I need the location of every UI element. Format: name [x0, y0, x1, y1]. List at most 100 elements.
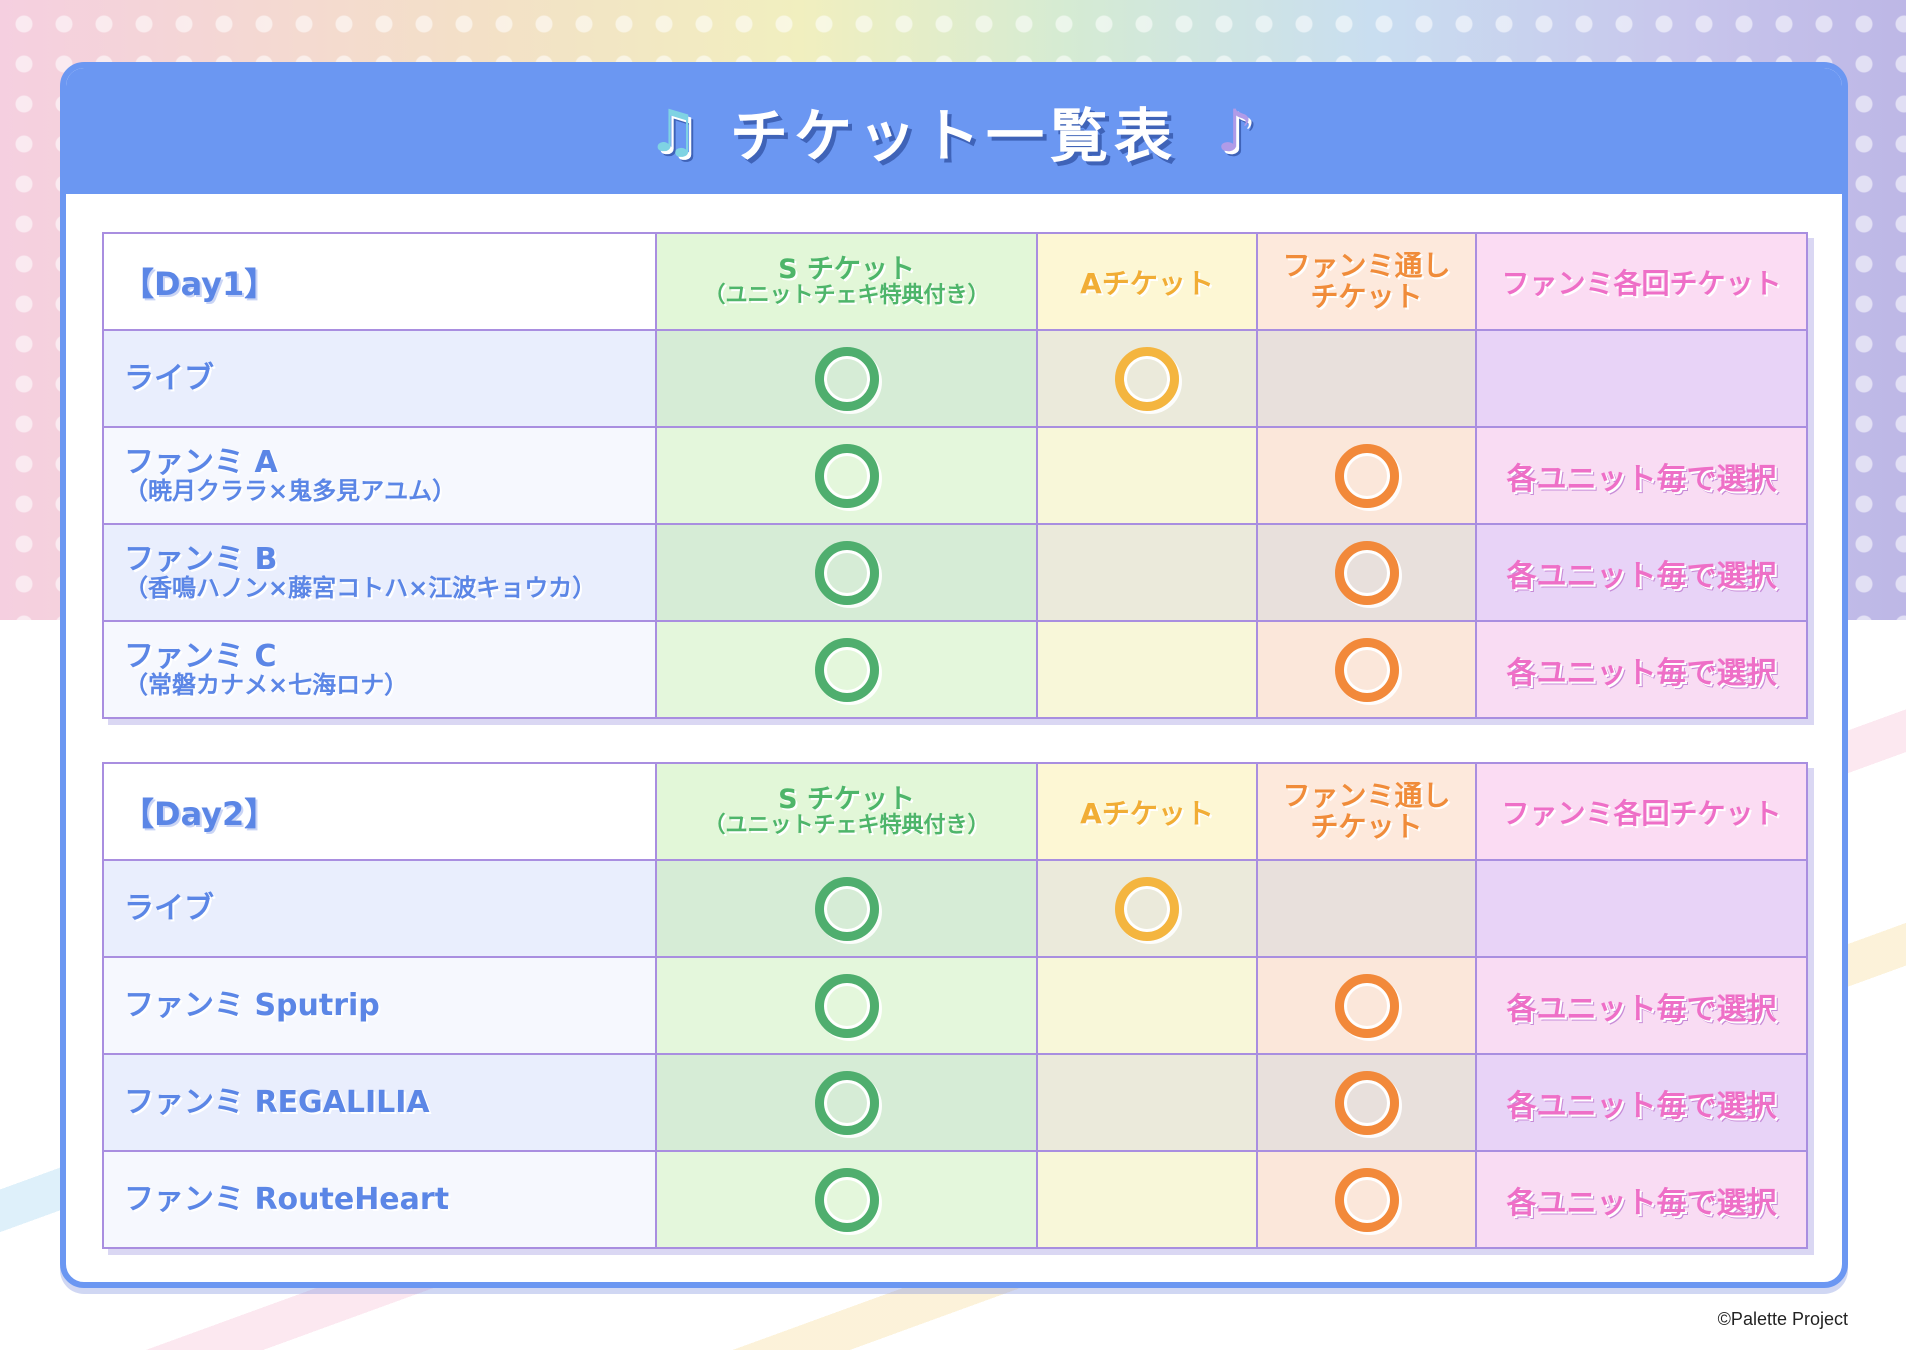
table-header-row: 【Day2】 S チケット （ユニットチェキ特典付き） Aチケット ファンミ通し…	[102, 762, 1808, 861]
fanmeet-each-cell: 各ユニット毎で選択	[1475, 620, 1808, 719]
row-label: ファンミ C （常磐カナメ×七海ロナ）	[102, 620, 657, 719]
header-fanmeet-pass-line2: チケット	[1310, 809, 1423, 843]
table-row: ファンミ Sputrip 各ユニット毎で選択	[102, 956, 1808, 1055]
table-row: ライブ	[102, 859, 1808, 958]
header-s-ticket: S チケット （ユニットチェキ特典付き）	[655, 762, 1038, 861]
row-label: ファンミ A （暁月クララ×鬼多見アユム）	[102, 426, 657, 525]
row-label: ライブ	[102, 329, 657, 428]
table-row: ライブ	[102, 329, 1808, 428]
available-circle-icon	[1334, 1167, 1399, 1232]
row-name: ファンミ A	[124, 445, 278, 481]
day2-table: 【Day2】 S チケット （ユニットチェキ特典付き） Aチケット ファンミ通し…	[102, 762, 1808, 1249]
fanmeet-pass-cell	[1256, 1053, 1477, 1152]
music-note-icon: ♪	[1216, 97, 1254, 165]
day-label: 【Day2】	[102, 762, 657, 861]
a-ticket-cell	[1036, 859, 1258, 958]
fanmeet-each-cell	[1475, 859, 1808, 958]
header-fanmeet-each: ファンミ各回チケット	[1475, 232, 1808, 331]
available-circle-icon	[814, 346, 879, 411]
s-ticket-cell	[655, 859, 1038, 958]
row-name: ファンミ REGALILIA	[124, 1084, 430, 1120]
available-circle-icon	[1334, 973, 1399, 1038]
table-row: ファンミ B （香鳴ハノン×藤宮コトハ×江波キョウカ） 各ユニット毎で選択	[102, 523, 1808, 622]
fanmeet-each-cell: 各ユニット毎で選択	[1475, 523, 1808, 622]
header-a-ticket: Aチケット	[1036, 232, 1258, 331]
row-label: ファンミ Sputrip	[102, 956, 657, 1055]
fanmeet-pass-cell	[1256, 859, 1477, 958]
fanmeet-each-cell: 各ユニット毎で選択	[1475, 1053, 1808, 1152]
fanmeet-each-cell	[1475, 329, 1808, 428]
available-circle-icon	[1334, 443, 1399, 508]
a-ticket-cell	[1036, 620, 1258, 719]
select-per-unit-text: 各ユニット毎で選択	[1506, 461, 1777, 497]
row-name: ファンミ Sputrip	[124, 987, 380, 1023]
available-circle-icon	[814, 973, 879, 1038]
select-per-unit-text: 各ユニット毎で選択	[1506, 558, 1777, 594]
available-circle-icon	[1115, 876, 1179, 941]
fanmeet-pass-cell	[1256, 329, 1477, 428]
fanmeet-each-cell: 各ユニット毎で選択	[1475, 426, 1808, 525]
available-circle-icon	[814, 540, 879, 605]
header-fanmeet-pass-line1: ファンミ通し	[1282, 248, 1451, 282]
available-circle-icon	[814, 1167, 879, 1232]
row-name: ファンミ B	[124, 542, 278, 578]
available-circle-icon	[814, 637, 879, 702]
row-label: ファンミ RouteHeart	[102, 1150, 657, 1249]
row-members: （香鳴ハノン×藤宮コトハ×江波キョウカ）	[124, 573, 597, 602]
header-fanmeet-each: ファンミ各回チケット	[1475, 762, 1808, 861]
table-row: ファンミ C （常磐カナメ×七海ロナ） 各ユニット毎で選択	[102, 620, 1808, 719]
header-s-ticket-label: S チケット	[778, 783, 915, 815]
s-ticket-cell	[655, 620, 1038, 719]
available-circle-icon	[814, 443, 879, 508]
header-s-ticket-label: S チケット	[778, 253, 915, 285]
ticket-card: ♫ チケット一覧表 ♪ 【Day1】 S チケット （ユニットチェキ特典付き） …	[60, 62, 1848, 1288]
row-name: ファンミ C	[124, 639, 277, 675]
row-label: ライブ	[102, 859, 657, 958]
fanmeet-pass-cell	[1256, 956, 1477, 1055]
available-circle-icon	[1334, 1070, 1399, 1135]
s-ticket-cell	[655, 956, 1038, 1055]
header-s-ticket-sub: （ユニットチェキ特典付き）	[703, 283, 990, 309]
available-circle-icon	[1334, 637, 1399, 702]
table-row: ファンミ A （暁月クララ×鬼多見アユム） 各ユニット毎で選択	[102, 426, 1808, 525]
select-per-unit-text: 各ユニット毎で選択	[1506, 655, 1777, 691]
music-notes-icon: ♫	[646, 97, 699, 165]
s-ticket-cell	[655, 1150, 1038, 1249]
row-label: ファンミ REGALILIA	[102, 1053, 657, 1152]
fanmeet-each-cell: 各ユニット毎で選択	[1475, 956, 1808, 1055]
page-title: チケット一覧表	[729, 102, 1178, 170]
table-row: ファンミ REGALILIA 各ユニット毎で選択	[102, 1053, 1808, 1152]
table-header-row: 【Day1】 S チケット （ユニットチェキ特典付き） Aチケット ファンミ通し…	[102, 232, 1808, 331]
a-ticket-cell	[1036, 1053, 1258, 1152]
row-name: ライブ	[124, 360, 214, 396]
table-row: ファンミ RouteHeart 各ユニット毎で選択	[102, 1150, 1808, 1249]
day1-table: 【Day1】 S チケット （ユニットチェキ特典付き） Aチケット ファンミ通し…	[102, 232, 1808, 719]
a-ticket-cell	[1036, 1150, 1258, 1249]
a-ticket-cell	[1036, 956, 1258, 1055]
a-ticket-cell	[1036, 523, 1258, 622]
fanmeet-pass-cell	[1256, 620, 1477, 719]
row-members: （暁月クララ×鬼多見アユム）	[124, 476, 457, 505]
s-ticket-cell	[655, 329, 1038, 428]
available-circle-icon	[1334, 540, 1399, 605]
row-name: ライブ	[124, 890, 214, 926]
header-fanmeet-pass-line2: チケット	[1310, 279, 1423, 313]
header-fanmeet-pass-line1: ファンミ通し	[1282, 778, 1451, 812]
select-per-unit-text: 各ユニット毎で選択	[1506, 1185, 1777, 1221]
header-fanmeet-pass: ファンミ通し チケット	[1256, 232, 1477, 331]
row-members: （常磐カナメ×七海ロナ）	[124, 670, 409, 699]
fanmeet-each-cell: 各ユニット毎で選択	[1475, 1150, 1808, 1249]
copyright: ©Palette Project	[1717, 1309, 1848, 1329]
s-ticket-cell	[655, 426, 1038, 525]
select-per-unit-text: 各ユニット毎で選択	[1506, 991, 1777, 1027]
header-s-ticket: S チケット （ユニットチェキ特典付き）	[655, 232, 1038, 331]
select-per-unit-text: 各ユニット毎で選択	[1506, 1088, 1777, 1124]
s-ticket-cell	[655, 1053, 1038, 1152]
row-label: ファンミ B （香鳴ハノン×藤宮コトハ×江波キョウカ）	[102, 523, 657, 622]
s-ticket-cell	[655, 523, 1038, 622]
available-circle-icon	[814, 876, 879, 941]
card-header: ♫ チケット一覧表 ♪	[66, 68, 1842, 194]
available-circle-icon	[1115, 346, 1179, 411]
a-ticket-cell	[1036, 329, 1258, 428]
fanmeet-pass-cell	[1256, 1150, 1477, 1249]
